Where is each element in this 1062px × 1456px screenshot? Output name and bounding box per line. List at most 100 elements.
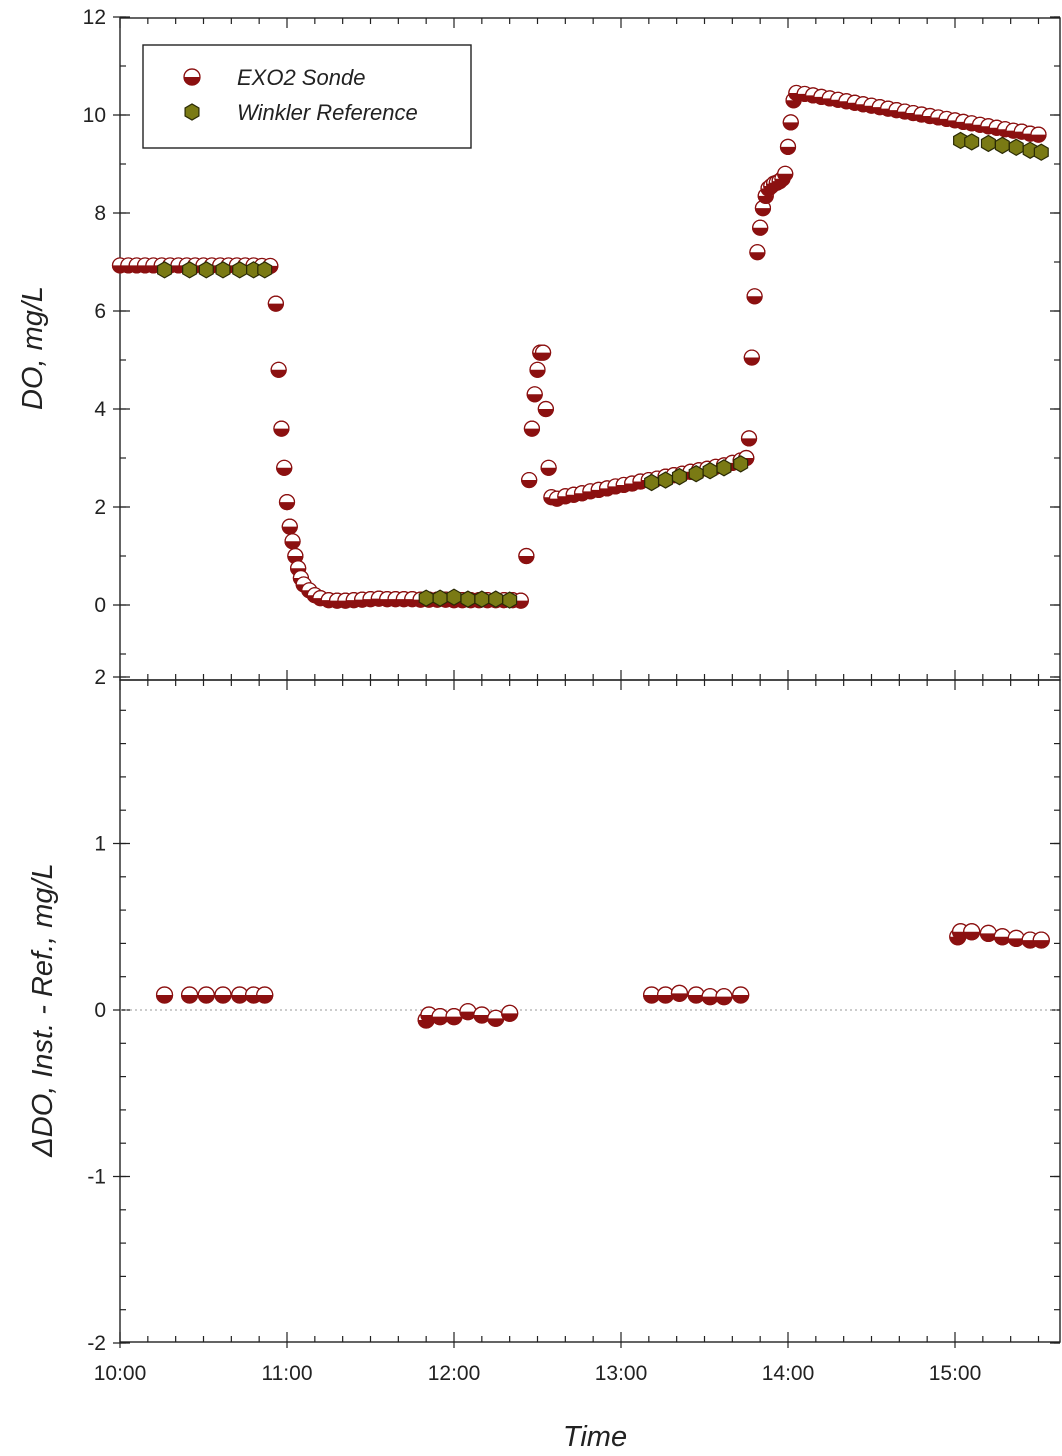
delta-do-point: [214, 986, 232, 1004]
winkler-reference-point: [980, 134, 996, 153]
x-tick-label: 10:00: [94, 1362, 147, 1385]
y-tick-label: 1: [94, 833, 106, 856]
winkler-reference-point: [182, 261, 198, 279]
y-tick-label: 6: [94, 300, 106, 323]
exo2-sonde-point: [540, 459, 557, 476]
winkler-reference-point: [702, 462, 718, 480]
exo2-sonde-point: [537, 400, 554, 418]
exo2-sonde-point: [523, 420, 541, 437]
exo2-sonde-point: [281, 518, 298, 535]
delta-do-point: [180, 986, 199, 1004]
delta-do-point: [979, 924, 998, 943]
exo2-sonde-point: [749, 244, 766, 261]
delta-do-point: [670, 984, 689, 1002]
legend: EXO2 Sonde Winkler Reference: [142, 44, 472, 149]
x-tick-label: 12:00: [428, 1362, 481, 1385]
exo2-sonde-point: [777, 165, 794, 182]
delta-do-point: [1032, 931, 1050, 949]
winkler-reference-point: [418, 589, 434, 607]
legend-box: [142, 44, 472, 149]
winkler-reference-point: [157, 261, 173, 279]
exo2-sonde-point: [270, 361, 287, 378]
winkler-reference-point: [644, 473, 660, 492]
winkler-reference-point: [733, 455, 749, 473]
top-data-points: [111, 84, 1049, 609]
y-tick-label: 2: [94, 666, 106, 689]
winkler-reference-point: [716, 459, 732, 477]
top-y-axis-title: DO, mg/L: [17, 286, 49, 410]
exo2-sonde-point: [779, 138, 797, 155]
y-tick-label: 0: [94, 594, 106, 617]
winkler-reference-point: [994, 136, 1010, 155]
exo2-sonde-point: [1030, 126, 1047, 143]
top-x-ticks: [119, 18, 1040, 680]
bottom-y-ticks: -2 -1 0 1 2: [87, 666, 1060, 1355]
exo2-sonde-point: [526, 386, 543, 403]
legend-label-winkler-reference: Winkler Reference: [237, 100, 418, 125]
winkler-reference-point: [232, 261, 248, 279]
bottom-data-points: [155, 923, 1050, 1029]
winkler-reference-point: [502, 591, 518, 609]
winkler-reference-point: [460, 590, 476, 608]
exo2-sonde-point: [284, 533, 301, 550]
winkler-reference-point: [671, 467, 687, 486]
delta-do-point: [197, 986, 215, 1004]
delta-do-point: [687, 986, 705, 1004]
bottom-panel: -2 -1 0 1 2 10:00 11:00 12:00 13:00 14:00 15:00 Δ…: [27, 666, 1061, 1453]
exo2-sonde-point: [529, 361, 546, 378]
y-tick-label: -1: [87, 1166, 106, 1189]
exo2-sonde-point: [521, 471, 538, 489]
x-tick-label: 14:00: [762, 1362, 815, 1385]
winkler-reference-point: [198, 261, 214, 279]
delta-do-point: [256, 986, 274, 1004]
delta-do-point: [701, 988, 719, 1006]
legend-label-exo2-sonde: EXO2 Sonde: [237, 65, 365, 90]
exo2-sonde-point: [278, 494, 296, 511]
y-tick-label: 2: [94, 496, 106, 519]
delta-do-point: [715, 988, 733, 1006]
legend-marker-winkler-reference: [184, 103, 200, 121]
delta-do-point: [431, 1008, 449, 1026]
exo2-sonde-point: [743, 349, 760, 366]
legend-marker-exo2-sonde: [183, 68, 201, 86]
bottom-plot-frame: [119, 679, 1061, 1343]
delta-do-point: [732, 986, 750, 1004]
delta-do-point: [459, 1003, 477, 1021]
exo2-sonde-point: [746, 288, 763, 305]
exo2-sonde-point: [534, 344, 552, 361]
exo2-sonde-point: [276, 459, 293, 476]
winkler-reference-point: [658, 471, 674, 489]
winkler-reference-point: [446, 588, 462, 606]
top-panel: 0 2 4 6 8 10 12 DO, mg/L EXO2 Sonde Winkler Re…: [17, 6, 1061, 681]
winkler-reference-point: [257, 261, 273, 279]
y-tick-label: 12: [83, 6, 106, 29]
winkler-reference-point: [474, 590, 490, 608]
winkler-reference-point: [488, 590, 504, 608]
winkler-reference-point: [1033, 143, 1049, 161]
x-axis-title: Time: [563, 1421, 627, 1453]
exo2-sonde-point: [740, 430, 758, 447]
bottom-x-ticks: 10:00 11:00 12:00 13:00 14:00 15:00: [94, 680, 1040, 1385]
exo2-sonde-point: [273, 420, 290, 437]
exo2-sonde-point: [518, 547, 535, 565]
delta-do-point: [643, 986, 661, 1004]
winkler-reference-point: [688, 464, 704, 483]
exo2-sonde-point: [267, 295, 284, 312]
legend-circle-marker: [183, 68, 201, 86]
delta-do-point: [963, 923, 981, 941]
winkler-reference-point: [964, 133, 980, 151]
y-tick-label: 0: [94, 999, 106, 1022]
winkler-reference-point: [1008, 138, 1024, 157]
y-tick-label: -2: [87, 1332, 106, 1355]
bottom-y-axis-title: ΔDO, Inst. - Ref., mg/L: [27, 863, 59, 1157]
legend-hexagon-marker: [184, 103, 200, 121]
delta-do-point: [501, 1004, 519, 1022]
delta-do-point: [155, 986, 174, 1004]
exo2-sonde-point: [782, 114, 799, 131]
top-y-ticks: 0 2 4 6 8 10 12: [83, 6, 1060, 655]
y-tick-label: 8: [94, 202, 106, 225]
winkler-reference-point: [432, 589, 448, 607]
x-tick-label: 13:00: [595, 1362, 648, 1385]
x-tick-label: 15:00: [929, 1362, 982, 1385]
